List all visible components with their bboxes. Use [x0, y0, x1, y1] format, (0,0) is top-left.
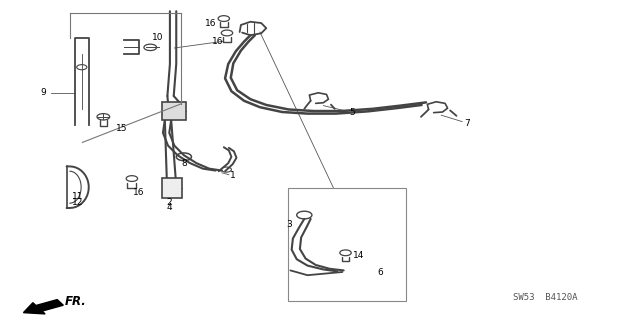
Bar — [162, 102, 186, 120]
Text: 16: 16 — [205, 19, 217, 28]
Text: 15: 15 — [116, 124, 127, 133]
Text: 4: 4 — [167, 203, 172, 212]
Text: 6: 6 — [377, 268, 384, 277]
Bar — [288, 188, 406, 301]
Text: 1: 1 — [230, 172, 236, 180]
Text: 2: 2 — [167, 198, 172, 207]
Text: 5: 5 — [349, 108, 355, 117]
FancyArrow shape — [23, 300, 63, 314]
Bar — [162, 178, 182, 198]
Text: 16: 16 — [212, 37, 224, 46]
Text: 11: 11 — [72, 192, 83, 201]
Text: SW53  B4120A: SW53 B4120A — [513, 293, 578, 302]
Text: 7: 7 — [463, 119, 470, 128]
Text: 3: 3 — [286, 220, 292, 229]
Text: 10: 10 — [152, 33, 164, 42]
Text: 9: 9 — [40, 88, 46, 97]
Text: 16: 16 — [133, 188, 144, 197]
Text: 14: 14 — [353, 252, 365, 260]
Text: 8: 8 — [181, 159, 187, 168]
Text: 12: 12 — [72, 198, 83, 207]
Text: FR.: FR. — [65, 295, 86, 308]
